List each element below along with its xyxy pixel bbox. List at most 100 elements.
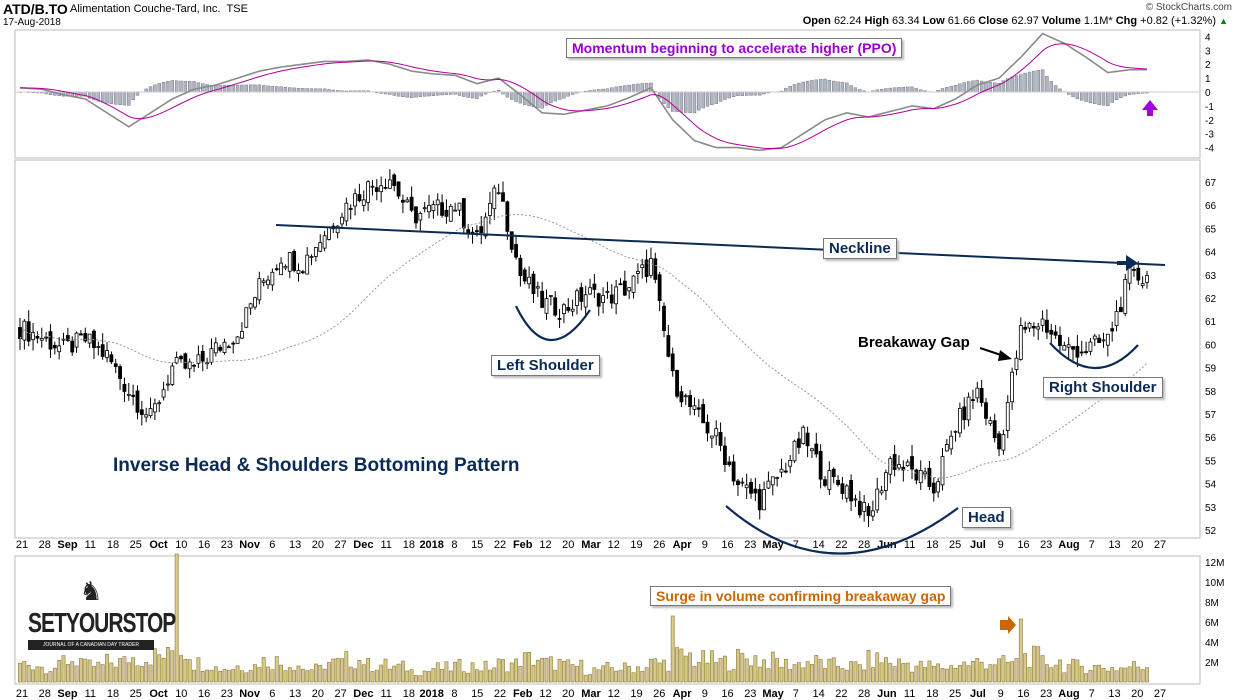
volume-bar — [392, 665, 397, 683]
candle-body — [135, 390, 140, 413]
candle-body — [1075, 345, 1080, 358]
volume-bar — [840, 668, 845, 683]
x-tick-label: 16 — [721, 539, 733, 551]
x-tick-label: Nov — [239, 688, 261, 700]
volume-bar — [1058, 659, 1062, 683]
volume-bar — [244, 672, 249, 683]
price-panel — [14, 159, 1201, 539]
candle-body — [1010, 371, 1015, 403]
volume-bar — [557, 658, 562, 683]
candle-body — [709, 435, 714, 439]
candle-body — [810, 448, 814, 452]
x-tick-label: Mar — [581, 539, 601, 551]
volume-bar — [709, 650, 714, 683]
candle-body — [483, 216, 488, 237]
x-tick-label: 7 — [1089, 539, 1095, 551]
ppo-note: Momentum beginning to accelerate higher … — [566, 38, 903, 58]
volume-bar — [170, 650, 175, 683]
ppo-histogram-bar — [818, 79, 823, 93]
ppo-histogram-bar — [1106, 91, 1110, 107]
candle-body — [757, 489, 762, 511]
candle-body — [901, 466, 906, 471]
ppo-histogram-bar — [636, 83, 640, 93]
volume-bar — [714, 662, 719, 683]
candle-body — [827, 470, 832, 490]
x-tick-label: 14 — [812, 539, 824, 551]
x-tick-label: 22 — [835, 688, 847, 700]
neckline-arrow-icon — [1117, 255, 1138, 271]
volume-bar — [279, 664, 283, 683]
volume-bar — [888, 662, 893, 683]
volume-bar — [296, 665, 301, 683]
ppo-histogram-bar — [292, 87, 296, 93]
volume-bar — [48, 671, 53, 683]
volume-bar — [853, 661, 858, 683]
volume-bar — [957, 665, 962, 683]
candle-body — [579, 287, 584, 302]
x-tick-label: Feb — [513, 539, 533, 551]
ppo-histogram-bar — [892, 87, 897, 93]
ppo-histogram-bar — [697, 91, 701, 111]
x-tick-label: Sep — [57, 688, 77, 700]
candle-body — [166, 383, 170, 386]
volume-bar — [770, 651, 775, 683]
candle-body — [261, 280, 266, 283]
volume-bar — [971, 660, 975, 683]
volume-bar — [1045, 664, 1049, 683]
ppo-histogram-bar — [1088, 91, 1093, 104]
annotations — [275, 100, 1166, 634]
candle-body — [218, 346, 223, 351]
volume-bar — [635, 666, 640, 683]
volume-bar — [218, 670, 223, 683]
volume-bar — [240, 670, 244, 683]
volume-tick-label: 8M — [1205, 598, 1219, 609]
volume-label: Volume — [1041, 15, 1081, 27]
volume-bar — [74, 665, 79, 683]
candle-body — [126, 393, 131, 396]
volume-bar — [305, 670, 310, 683]
candle-body — [575, 290, 579, 306]
x-tick-label: Aug — [1058, 539, 1079, 551]
volume-bar — [1040, 655, 1045, 683]
x-tick-label: 7 — [793, 539, 799, 551]
price-tick-label: 56 — [1205, 433, 1217, 444]
ppo-histogram-bar — [161, 82, 166, 93]
volume-bar — [975, 658, 980, 683]
x-tick-label: Feb — [513, 688, 533, 700]
volume-bar — [692, 666, 697, 683]
volume-bar — [1079, 665, 1084, 683]
candle-body — [566, 307, 571, 311]
volume-bar — [344, 651, 349, 683]
right-shoulder-arc — [1049, 342, 1139, 369]
candle-body — [918, 470, 923, 484]
ppo-histogram-bar — [231, 84, 235, 93]
candle-body — [192, 364, 196, 367]
ppo-histogram-bar — [701, 91, 705, 109]
x-tick-label: 16 — [1017, 539, 1029, 551]
ppo-histogram-bar — [888, 87, 892, 93]
volume-bar — [683, 655, 688, 683]
volume-bar — [1071, 658, 1075, 683]
candle-body — [183, 353, 188, 369]
candle-body — [457, 202, 462, 211]
candle-body — [792, 440, 797, 462]
volume-bar — [205, 669, 210, 683]
ppo-histogram-bar — [1053, 85, 1058, 93]
candle-body — [1110, 328, 1115, 332]
candle-body — [1031, 325, 1036, 329]
x-tick-label: 28 — [39, 539, 51, 551]
volume-bar — [901, 663, 906, 683]
volume-bar — [113, 666, 118, 683]
volume-bar — [435, 662, 440, 683]
volume-bar — [1114, 670, 1119, 683]
candle-body — [466, 229, 471, 234]
x-tick-label: 18 — [107, 688, 119, 700]
x-tick-label: 11 — [85, 539, 96, 551]
ppo-histogram-bar — [1075, 91, 1080, 100]
source-credit[interactable]: © StockCharts.com — [1145, 2, 1232, 13]
price-tick-label: 53 — [1205, 503, 1217, 514]
volume-bar — [831, 657, 836, 683]
volume-bar — [823, 668, 827, 683]
volume-bar — [161, 657, 166, 683]
candle-body — [396, 181, 401, 197]
